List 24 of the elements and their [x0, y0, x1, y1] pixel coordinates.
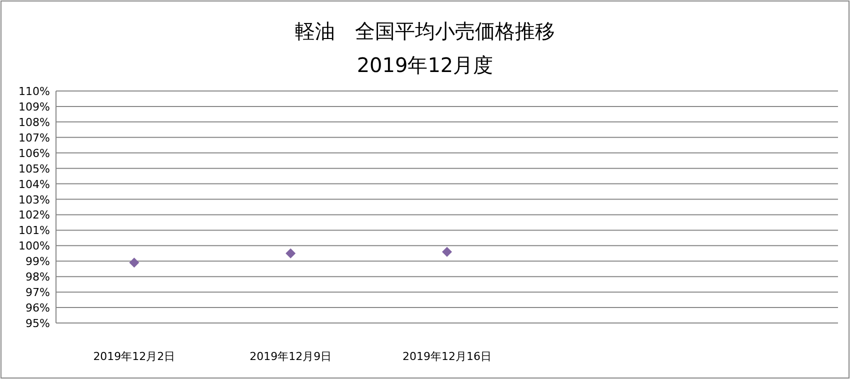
y-tick-label: 106%: [18, 146, 50, 160]
y-tick-label: 96%: [26, 302, 50, 315]
x-tick-label: 2019年12月2日: [93, 350, 176, 363]
y-tick-label: 110%: [18, 85, 50, 98]
point: [442, 246, 452, 257]
y-tick-label: 101%: [18, 224, 50, 238]
point: [129, 258, 140, 268]
y-tick-label: 103%: [18, 193, 50, 206]
y-tick-label: 104%: [18, 178, 50, 191]
title: 軽油 全国平均小売価格推移: [295, 19, 555, 43]
point: [286, 248, 296, 258]
y-tick-label: 95%: [26, 317, 50, 330]
y-tick-label: 100%: [18, 240, 50, 253]
y-tick-label: 97%: [26, 286, 50, 300]
y-tick-label: 98%: [26, 270, 50, 284]
y-tick-label: 105%: [18, 162, 50, 176]
y-tick-label: 108%: [18, 116, 50, 129]
subtitle: 2019年12月度: [356, 53, 494, 77]
x-tick-label: 2019年12月16日: [402, 350, 492, 363]
y-tick-label: 99%: [26, 255, 50, 268]
y-tick-label: 102%: [18, 208, 50, 222]
y-tick-label: 107%: [18, 131, 50, 144]
x-tick-label: 2019年12月9日: [250, 350, 332, 363]
y-tick-label: 109%: [18, 100, 50, 114]
